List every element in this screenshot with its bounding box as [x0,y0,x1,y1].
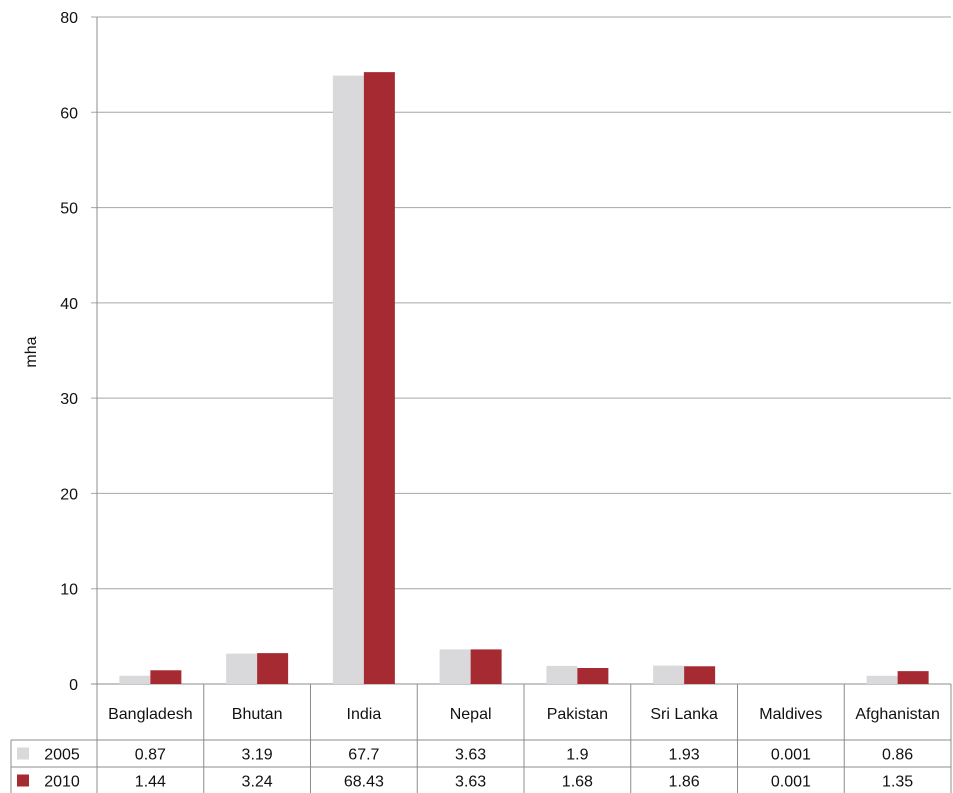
table-value: 1.86 [669,774,700,791]
table-value: 3.24 [242,774,273,791]
y-tick-label: 80 [60,10,78,27]
x-category-label: Maldives [759,706,822,723]
y-tick-label: 40 [60,296,78,313]
bar-2005-sri-lanka [653,665,685,684]
legend-swatch [17,747,29,760]
table-value: 1.35 [882,774,913,791]
x-category-label: Bhutan [232,706,283,723]
y-tick-label: 20 [60,486,78,503]
x-category-label: Nepal [450,706,492,723]
bar-2005-bhutan [226,653,258,684]
data-table: Bangladesh Bhutan India Nepal Pakistan Sri La… [10,684,952,793]
table-value: 0.86 [882,747,913,764]
x-category-label: Sri Lanka [650,706,718,723]
bar-2005-nepal [439,649,471,684]
y-tick-label: 30 [60,391,78,408]
y-axis-ticks: 0 10 20 30 40 50 60 80 [60,10,78,694]
table-value: 1.68 [562,774,593,791]
table-value: 3.63 [455,774,486,791]
y-tick-label: 10 [60,582,78,599]
y-tick-label: 50 [60,201,78,218]
table-value: 3.63 [455,747,486,764]
bar-2010-pakistan [577,667,609,684]
x-category-label: India [347,706,382,723]
table-value: 3.19 [242,747,273,764]
legend-series-name: 2010 [44,774,80,791]
table-value: 1.44 [135,774,166,791]
bars [119,72,929,685]
table-value: 0.87 [135,747,166,764]
bar-2010-bangladesh [150,670,182,684]
legend-swatch [17,774,29,787]
bar-2010-sri-lanka [684,666,716,684]
table-value: 1.9 [566,747,588,764]
legend-series-name: 2005 [44,747,80,764]
y-tick-label: 0 [69,677,78,694]
bar-2010-bhutan [257,653,289,684]
bar-2010-india [363,72,395,684]
table-value: 67.7 [348,747,379,764]
x-category-label: Pakistan [547,706,608,723]
table-value: 0.001 [771,774,811,791]
y-tick-label: 60 [60,105,78,122]
table-value: 68.43 [344,774,384,791]
bar-2005-india [332,75,364,685]
x-category-label: Afghanistan [855,706,940,723]
y-axis-label: mha [23,336,40,367]
bar-2005-afghanistan [866,675,898,684]
x-category-label: Bangladesh [108,706,193,723]
bar-2005-bangladesh [119,675,151,684]
grid-lines [91,16,951,685]
bar-2005-pakistan [546,665,578,684]
bar-2010-afghanistan [897,671,929,684]
bar-2010-nepal [470,649,502,684]
table-value: 1.93 [669,747,700,764]
table-value: 0.001 [771,747,811,764]
